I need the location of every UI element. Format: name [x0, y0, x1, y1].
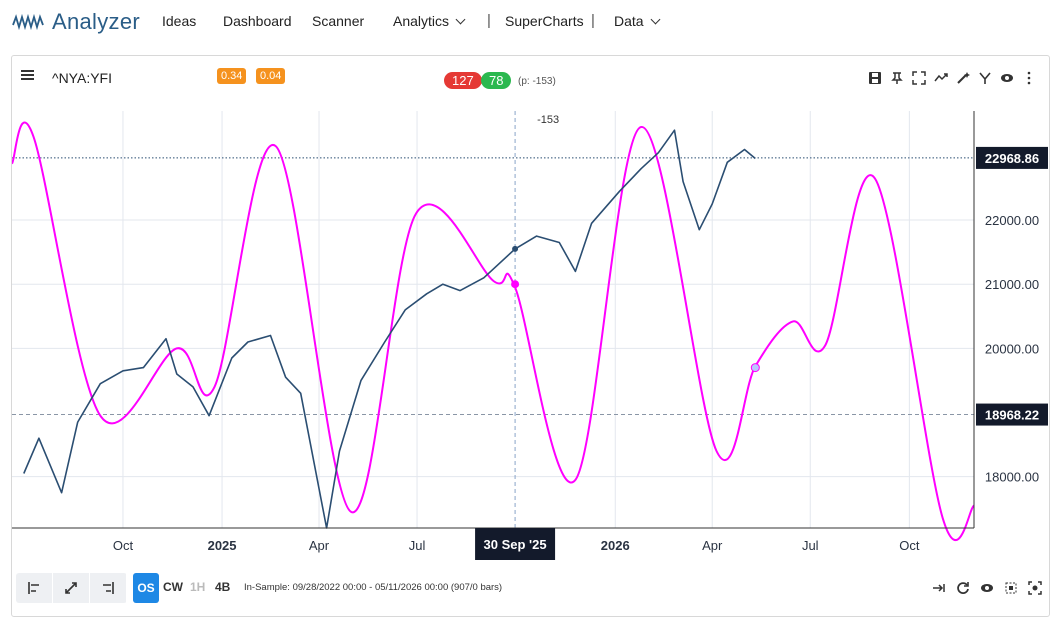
align-right-button[interactable]: [90, 573, 127, 603]
x-tick-label: Oct: [899, 538, 920, 553]
tf-os-label: OS: [137, 581, 155, 595]
reference-price-label-box: [976, 403, 1048, 426]
cycle-cursor-point: [511, 280, 520, 289]
nav-data[interactable]: Data: [614, 13, 661, 29]
price-series-line: [23, 129, 756, 529]
y-tick-label: 21000.00: [985, 277, 1039, 292]
pin-icon[interactable]: [889, 70, 905, 86]
logo[interactable]: Analyzer: [12, 9, 140, 35]
chevron-down-icon: [455, 14, 466, 25]
x-tick-label: Oct: [113, 538, 134, 553]
price-cursor-point: [512, 245, 519, 252]
nav-analytics-label: Analytics: [393, 13, 450, 29]
x-tick-label: Apr: [702, 538, 723, 553]
logo-wave-icon: [12, 13, 44, 31]
refresh-icon[interactable]: [955, 580, 971, 596]
cursor-date-box: [475, 528, 556, 560]
eye-icon[interactable]: [999, 70, 1015, 86]
save-icon[interactable]: [867, 70, 883, 86]
more-icon[interactable]: [1021, 70, 1037, 86]
expand-button[interactable]: [53, 573, 90, 603]
crosshair: -153: [514, 111, 559, 528]
camera-frame-icon[interactable]: [1003, 580, 1019, 596]
crosshair-annotation: -153: [537, 114, 559, 126]
reference-price-label: 18968.22: [985, 408, 1039, 423]
nav-separator: |: [591, 12, 595, 29]
brand-name: Analyzer: [52, 9, 140, 34]
last-price-label: 22968.86: [985, 151, 1039, 166]
fork-icon[interactable]: [977, 70, 993, 86]
symbol-label[interactable]: ^NYA:YFI: [52, 70, 112, 86]
x-tick-label: Jul: [802, 538, 819, 553]
nav-scanner[interactable]: Scanner: [312, 13, 365, 29]
align-left-button[interactable]: [16, 573, 53, 603]
nav-ideas[interactable]: Ideas: [162, 13, 197, 29]
series-lines: [12, 121, 975, 541]
magic-wand-icon[interactable]: [955, 70, 971, 86]
p-value-label: (p: -153): [518, 76, 556, 87]
y-tick-label: 18000.00: [985, 470, 1039, 485]
cycle-last-point: [750, 363, 760, 373]
bottom-toolbar: OS CW 1H 4B In-Sample: 09/28/2022 00:00 …: [12, 566, 1049, 616]
grid: [12, 111, 974, 528]
eye-icon[interactable]: [979, 580, 995, 596]
count-green-badge: 78: [481, 72, 512, 89]
x-tick-label: Apr: [309, 538, 330, 553]
chevron-down-icon: [650, 14, 661, 25]
trend-icon[interactable]: [933, 70, 949, 86]
nav-dashboard[interactable]: Dashboard: [223, 13, 292, 29]
nav-data-label: Data: [614, 13, 644, 29]
tf-cw-button[interactable]: CW: [163, 580, 183, 594]
screenshot-icon[interactable]: [1027, 580, 1043, 596]
chart-toolbar: [867, 70, 1037, 86]
indicator-badge: 0.04: [256, 68, 286, 84]
menu-icon[interactable]: [21, 70, 34, 80]
alignment-button-group: [16, 573, 127, 603]
nav-separator: |: [487, 12, 491, 29]
tf-4b-button[interactable]: 4B: [215, 580, 231, 594]
axes: Oct 2025 Apr Jul 2026 Apr Jul Oct 22000.00 21000.…: [12, 111, 1048, 560]
indicator-badge: 0.34: [217, 68, 247, 84]
cursor-date-label: 30 Sep '25: [484, 537, 547, 552]
fullscreen-icon[interactable]: [911, 70, 927, 86]
tf-os-button[interactable]: OS: [133, 573, 159, 603]
in-sample-info: In-Sample: 09/28/2022 00:00 - 05/11/2026…: [244, 582, 503, 593]
cycle-series-line: [12, 121, 975, 541]
y-tick-label: 20000.00: [985, 341, 1039, 356]
y-tick-label: 22000.00: [985, 213, 1039, 228]
x-tick-label: 2026: [601, 538, 630, 553]
chart-panel: ^NYA:YFI 0.34 0.04 127 78 (p: -153) -153…: [11, 55, 1050, 617]
goto-end-icon[interactable]: [931, 580, 947, 596]
nav-supercharts[interactable]: SuperCharts: [505, 13, 584, 29]
x-tick-label: 2025: [208, 538, 237, 553]
last-price-label-box: [976, 146, 1048, 169]
top-navigation: Analyzer Ideas Dashboard Scanner Analyti…: [0, 0, 1050, 44]
tf-1h-button[interactable]: 1H: [190, 580, 206, 594]
x-tick-label: Jul: [409, 538, 426, 553]
nav-analytics[interactable]: Analytics: [393, 13, 466, 29]
bottom-right-icons: [931, 580, 1043, 596]
chart-canvas[interactable]: -153 Oct 2025 Apr Jul 2026 Apr Jul Oct 22000.00 2…: [12, 56, 1049, 566]
count-red-badge: 127: [444, 72, 482, 89]
